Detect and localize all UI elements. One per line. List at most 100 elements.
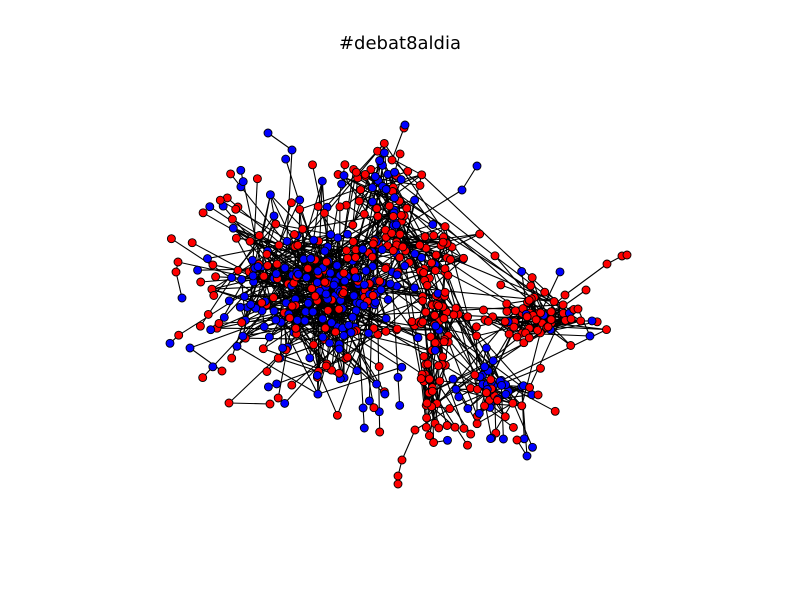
graph-node-red xyxy=(421,307,431,317)
graph-node-red xyxy=(269,293,278,303)
graph-node-red xyxy=(415,180,425,190)
graph-node-blue xyxy=(281,154,291,164)
graph-node-red xyxy=(481,388,491,398)
graph-node-red xyxy=(295,204,305,214)
graph-node-blue xyxy=(271,315,281,325)
graph-node-red xyxy=(381,326,391,336)
graph-node-red xyxy=(372,204,382,213)
graph-node-blue xyxy=(359,423,369,433)
graph-node-red xyxy=(536,363,545,373)
graph-node-red xyxy=(434,301,443,311)
graph-node-red xyxy=(171,267,181,277)
graph-node-blue xyxy=(349,291,359,301)
graph-edge xyxy=(207,215,275,315)
graph-node-red xyxy=(319,208,329,218)
graph-node-blue xyxy=(326,230,336,239)
graph-node-red xyxy=(446,255,455,264)
graph-node-red xyxy=(439,337,449,347)
graph-edge xyxy=(212,264,250,273)
graph-node-red xyxy=(368,239,378,249)
graph-node-red xyxy=(402,203,412,213)
graph-node-blue xyxy=(472,161,482,171)
graph-node-red xyxy=(483,316,493,326)
graph-edge xyxy=(236,345,319,395)
graph-node-blue xyxy=(351,273,361,283)
graph-edge xyxy=(191,242,357,332)
graph-node-blue xyxy=(309,235,319,245)
graph-node-blue xyxy=(292,315,302,325)
graph-node-blue xyxy=(193,265,203,275)
graph-edge xyxy=(311,164,339,291)
graph-node-red xyxy=(546,307,556,317)
graph-node-blue xyxy=(454,392,464,402)
graph-node-red xyxy=(332,410,342,420)
graph-node-red xyxy=(258,344,268,354)
graph-node-blue xyxy=(410,195,420,205)
graph-node-blue xyxy=(235,302,245,312)
graph-node-blue xyxy=(343,229,352,239)
graph-edge xyxy=(284,301,376,404)
graph-node-red xyxy=(533,390,543,400)
graph-node-red xyxy=(384,201,394,211)
graph-node-red xyxy=(231,204,241,214)
graph-node-red xyxy=(271,219,281,229)
graph-node-red xyxy=(237,318,247,328)
graph-node-red xyxy=(430,266,440,275)
graph-node-blue xyxy=(346,328,356,337)
graph-edge xyxy=(261,202,292,304)
graph-node-red xyxy=(560,290,570,300)
graph-node-red xyxy=(211,272,221,282)
graph-edge xyxy=(427,363,448,426)
graph-node-blue xyxy=(272,379,282,389)
graph-node-red xyxy=(321,257,331,267)
graph-node-blue xyxy=(379,148,389,158)
graph-node-red xyxy=(254,231,264,240)
graph-node-red xyxy=(203,309,213,319)
graph-node-red xyxy=(313,202,323,211)
graph-node-red xyxy=(517,401,527,411)
graph-node-red xyxy=(354,196,364,206)
graph-node-red xyxy=(470,370,480,380)
graph-node-red xyxy=(340,160,350,170)
graph-node-blue xyxy=(364,396,374,406)
graph-node-red xyxy=(335,202,345,212)
graph-node-blue xyxy=(327,318,336,328)
graph-node-red xyxy=(490,251,500,261)
graph-node-red xyxy=(463,440,472,450)
graph-edge xyxy=(280,321,319,395)
graph-node-red xyxy=(418,296,428,306)
graph-edge xyxy=(521,332,541,406)
graph-edge xyxy=(245,337,325,340)
graph-node-red xyxy=(348,220,358,230)
graph-node-red xyxy=(393,479,403,489)
graph-node-blue xyxy=(177,293,187,303)
graph-node-blue xyxy=(392,270,402,280)
graph-node-red xyxy=(373,330,383,339)
graph-node-red xyxy=(368,291,378,301)
graph-node-red xyxy=(602,259,612,269)
graph-edge xyxy=(494,255,532,300)
graph-node-red xyxy=(416,374,426,384)
graph-node-blue xyxy=(265,190,275,200)
graph-node-blue xyxy=(358,244,368,254)
graph-node-red xyxy=(233,266,243,275)
graph-node-blue xyxy=(497,380,507,390)
graph-edge xyxy=(564,263,608,296)
graph-node-red xyxy=(509,322,519,332)
graph-node-blue xyxy=(248,271,258,281)
graph-node-red xyxy=(387,228,397,238)
graph-node-red xyxy=(440,287,450,297)
graph-node-red xyxy=(550,406,560,416)
graph-node-blue xyxy=(337,179,347,189)
graph-node-blue xyxy=(300,316,310,326)
graph-edge xyxy=(500,380,504,440)
graph-node-red xyxy=(198,208,208,218)
graph-node-red xyxy=(504,329,514,339)
graph-edge xyxy=(424,364,472,435)
graph-node-red xyxy=(396,210,406,220)
graph-node-red xyxy=(360,169,370,179)
graph-node-blue xyxy=(448,374,458,384)
graph-node-red xyxy=(398,242,408,252)
graph-node-red xyxy=(285,313,295,323)
graph-node-red xyxy=(245,236,255,246)
